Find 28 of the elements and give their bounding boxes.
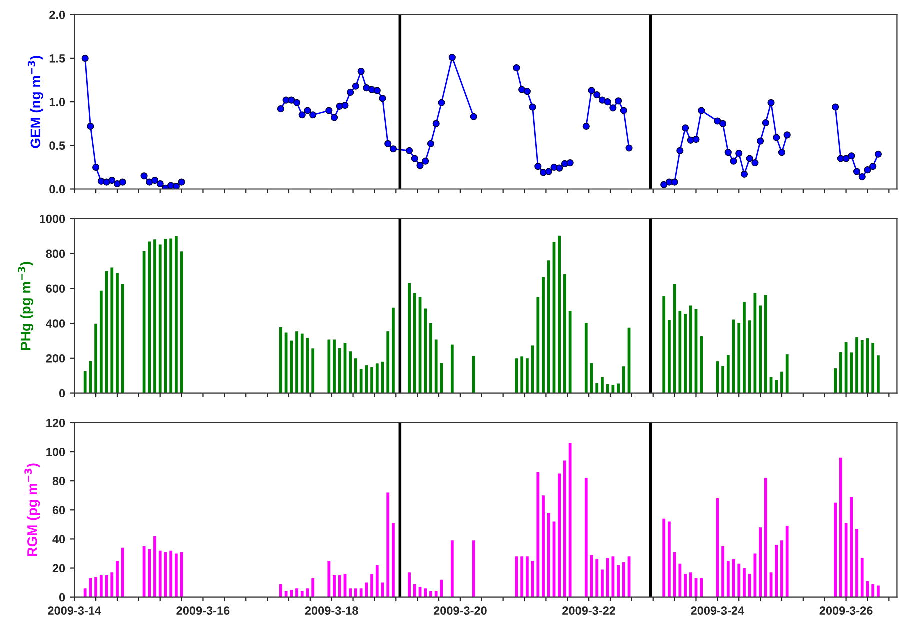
y-tick-label: 0 [59, 389, 66, 398]
x-tick-label: 2009-3-24 [691, 606, 745, 616]
y-axis-title: GEM (ng m$^{−3}$) [28, 56, 44, 148]
y-tick-label: 1.0 [50, 98, 66, 106]
x-tick-label: 2009-3-18 [305, 606, 358, 616]
y-tick-label: 60 [52, 506, 66, 515]
x-tick-label: 2009-3-14 [48, 606, 102, 616]
y-tick-label: 40 [52, 535, 66, 544]
y-tick-label: 0.0 [50, 185, 66, 194]
x-tick-label: 2009-3-26 [820, 606, 873, 616]
y-axis-title: RGM (pg m$^{−3}$) [24, 464, 40, 556]
y-tick-label: 200 [46, 354, 66, 363]
y-tick-label: 2.0 [50, 10, 66, 20]
y-tick-label: 0.5 [50, 142, 66, 150]
y-tick-label: 0 [59, 593, 66, 602]
y-tick-label: 1.5 [50, 54, 66, 63]
y-tick-label: 1000 [40, 214, 66, 224]
y-tick-label: 20 [52, 564, 66, 573]
y-tick-label: 120 [46, 418, 66, 428]
y-tick-label: 600 [46, 284, 66, 294]
y-tick-label: 400 [46, 320, 66, 328]
y-tick-label: 800 [46, 250, 66, 258]
x-tick-label: 2009-3-22 [562, 606, 616, 616]
y-tick-label: 80 [52, 477, 66, 486]
x-tick-label: 2009-3-16 [176, 606, 230, 616]
y-tick-label: 100 [46, 448, 66, 456]
y-axis-title: PHg (pg m$^{−3}$) [18, 262, 34, 350]
x-tick-label: 2009-3-20 [434, 606, 487, 616]
